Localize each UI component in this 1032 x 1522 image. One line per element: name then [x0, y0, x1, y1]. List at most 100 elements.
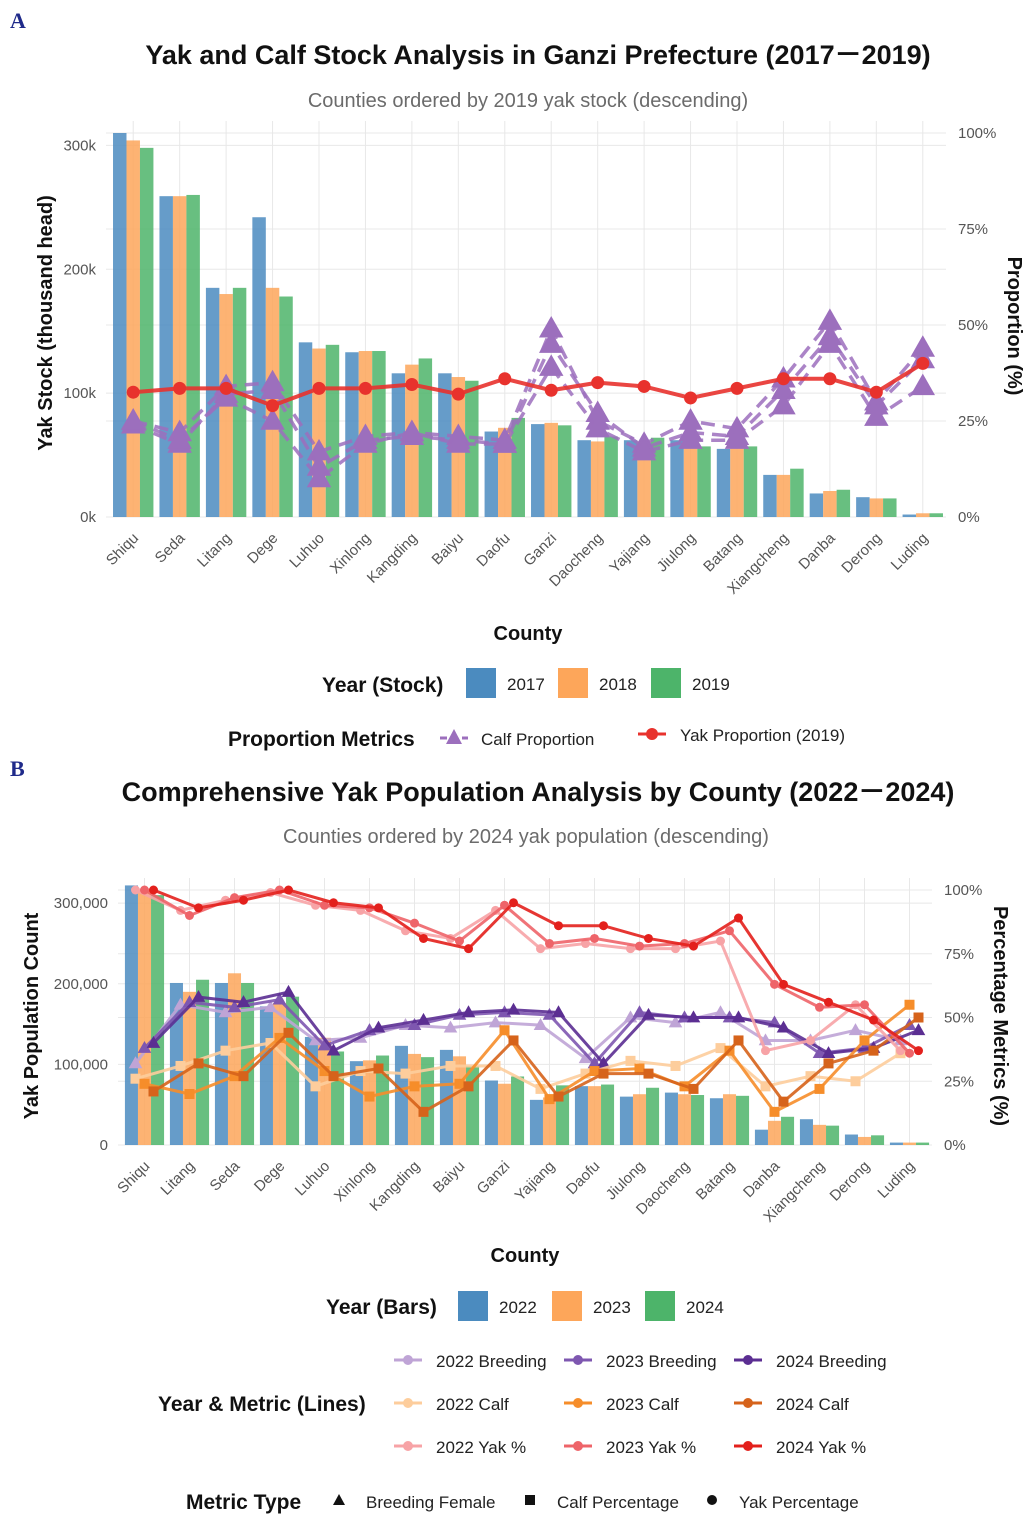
x-tick-label-ganzi: Ganzi — [520, 530, 560, 570]
x-tick-label-luhuo: Luhuo — [292, 1158, 334, 1200]
calf-proportion-point-jiulong — [678, 427, 703, 449]
point-2022-breeding-shiqu — [128, 1056, 143, 1069]
x-tick-label-dege: Dege — [251, 1158, 288, 1195]
bar-2023-daofu — [587, 1086, 602, 1145]
point-2022-calf-seda — [220, 1045, 231, 1056]
bar-2017-jiulong — [670, 440, 684, 517]
calf-proportion-point-danba — [817, 331, 843, 353]
legend-label-2022-calf: 2022 Calf — [436, 1395, 509, 1414]
point-2024-breeding-luhuo — [326, 1043, 341, 1056]
point-2024-breeding-xiangcheng — [821, 1046, 836, 1059]
yak-proportion-point-xiangcheng — [776, 372, 790, 386]
point-2023-yak-pct-shiqu — [140, 885, 149, 895]
point-2023-calf-yajiang — [544, 1094, 555, 1105]
calf-proportion-point-luhuo — [306, 438, 332, 461]
point-2022-calf-litang — [175, 1060, 186, 1071]
calf-proportion-point-luhuo — [306, 465, 332, 488]
point-2022-yak-pct-yajiang — [536, 944, 545, 954]
point-2022-calf-daofu — [580, 1068, 591, 1079]
point-2024-calf-xiangcheng — [823, 1058, 834, 1069]
x-tick-label-litang: Litang — [194, 530, 235, 571]
point-2024-breeding-danba — [776, 1020, 791, 1033]
point-2024-breeding-shiqu — [146, 1035, 161, 1048]
point-2022-breeding-baiyu — [443, 1020, 458, 1033]
bar-2023-yajiang — [542, 1097, 557, 1145]
bar-2017-kangding — [391, 373, 406, 517]
point-2024-yak-pct-yajiang — [554, 921, 563, 931]
point-2022-calf-dege — [265, 1038, 276, 1048]
point-2024-calf-litang — [193, 1058, 204, 1069]
y-tick-label: 100,000 — [54, 1056, 108, 1073]
point-2024-yak-pct-jiulong — [644, 933, 653, 943]
point-2022-yak-pct-daocheng — [671, 944, 680, 954]
x-tick-label-yajiang: Yajiang — [606, 530, 653, 577]
point-2024-yak-pct-derong — [869, 1015, 878, 1025]
point-2024-yak-pct-dege — [284, 885, 293, 895]
chart-b-y2-ticks: 0% 25% 50% 75% 100% — [944, 882, 982, 1154]
legend-label-yak-proportion: Yak Proportion (2019) — [680, 726, 845, 745]
point-2023-breeding-luhuo — [317, 1038, 332, 1051]
x-tick-label-baiyu: Baiyu — [430, 1158, 469, 1197]
bar-2018-luhuo — [312, 348, 326, 517]
chart-a-x-axis-title: County — [494, 623, 564, 645]
calf-proportion-point-xiangcheng — [771, 392, 796, 415]
point-2022-calf-baiyu — [445, 1060, 456, 1071]
point-2023-calf-baiyu — [454, 1078, 465, 1089]
legend-label-2022-breeding: 2022 Breeding — [436, 1352, 547, 1371]
bar-2023-shiqu — [137, 889, 152, 1145]
legend-label-2023: 2023 — [593, 1298, 631, 1317]
x-tick-label-shiqu: Shiqu — [114, 1158, 153, 1197]
point-2023-yak-pct-litang — [185, 911, 194, 920]
line-2024-yak-pct — [152, 888, 920, 1052]
x-tick-label-derong: Derong — [827, 1158, 874, 1205]
bar-2019-shiqu — [139, 147, 154, 518]
calf-proportion-point-jiulong — [678, 408, 703, 430]
point-2024-calf-jiulong — [643, 1068, 654, 1079]
bar-2018-derong — [869, 498, 884, 517]
point-2022-breeding-ganzi — [488, 1015, 503, 1028]
x-tick-label-daofu: Daofu — [563, 1158, 603, 1198]
calf-proportion-line-2 — [132, 333, 925, 470]
yak-proportion-point-litang — [219, 381, 233, 395]
bar-2017-shiqu — [113, 133, 127, 517]
yak-proportion-line — [133, 361, 924, 408]
calf-proportion-point-xinlong — [353, 431, 378, 453]
x-tick-label-seda: Seda — [152, 529, 189, 566]
calf-proportion-point-daofu — [492, 431, 518, 453]
point-2023-yak-pct-luding — [905, 1048, 914, 1058]
bar-2024-daocheng — [691, 1095, 705, 1145]
calf-proportion-point-kangding — [399, 419, 425, 442]
x-tick-label-baiyu: Baiyu — [429, 530, 468, 569]
point-2022-breeding-seda — [218, 1005, 233, 1018]
point-2023-yak-pct-danba — [770, 979, 779, 989]
x-tick-label-seda: Seda — [207, 1157, 244, 1194]
y2-tick-label: 0% — [944, 1137, 966, 1154]
calf-proportion-point-shiqu — [120, 408, 146, 430]
point-2022-yak-pct-daofu — [581, 939, 590, 949]
bar-2017-danba — [809, 493, 824, 517]
point-2023-breeding-shiqu — [137, 1040, 152, 1053]
line-2023-yak-pct — [143, 888, 911, 1055]
point-2024-calf-batang — [733, 1035, 744, 1046]
point-2024-yak-pct-ganzi — [509, 898, 518, 908]
legend-swatch-2019 — [651, 668, 681, 698]
bar-2023-batang — [722, 1094, 737, 1145]
yak-proportion-point-luding — [916, 356, 930, 370]
point-2022-yak-pct-luding — [896, 1046, 905, 1056]
yak-proportion-point-jiulong — [684, 391, 698, 405]
legend-yak-marker — [646, 728, 658, 740]
bar-2023-derong — [857, 1136, 872, 1145]
point-2023-calf-luhuo — [319, 1066, 330, 1077]
bar-2017-litang — [205, 287, 220, 517]
bar-2023-danba — [767, 1120, 782, 1145]
yak-proportion-point-dege — [266, 399, 280, 413]
point-2022-yak-pct-shiqu — [131, 885, 140, 895]
point-2023-yak-pct-baiyu — [455, 936, 464, 946]
bar-2017-derong — [856, 497, 870, 517]
bar-2022-daocheng — [664, 1092, 678, 1145]
calf-proportion-point-daocheng — [585, 400, 610, 423]
bar-2022-yajiang — [529, 1099, 543, 1145]
legend-swatch-2018 — [558, 668, 588, 698]
chart-a-legend: Year (Stock) 2017 2018 2019 Proportion M… — [228, 668, 845, 751]
